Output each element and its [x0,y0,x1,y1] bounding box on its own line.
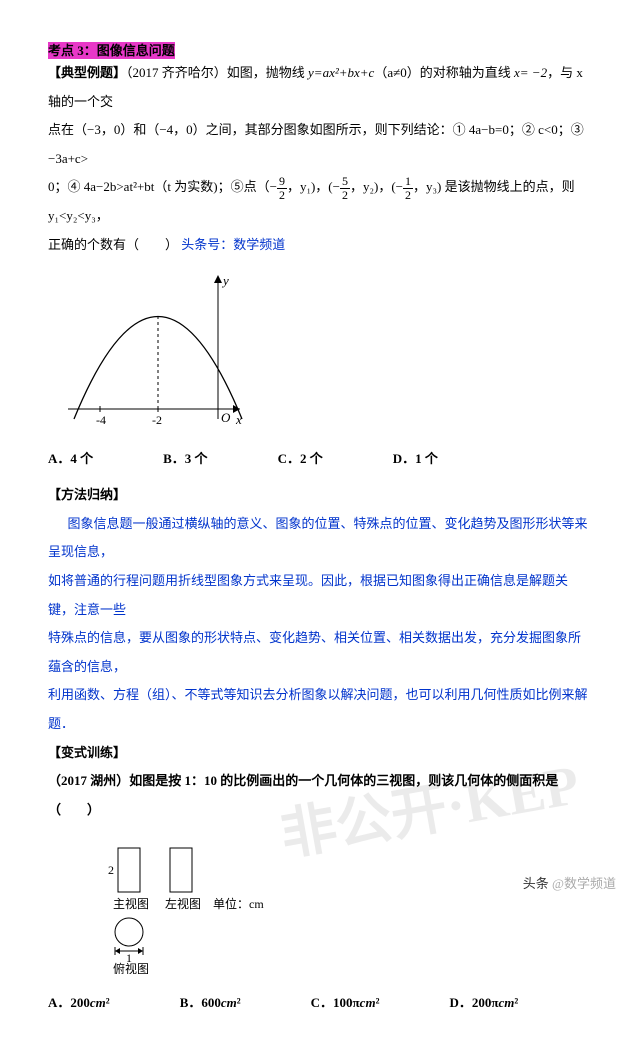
cond: （a≠0） [374,65,419,80]
variant-text: （2017 湖州）如图是按 1：10 的比例画出的一个几何体的三视图，则该几何体… [48,767,592,824]
choice-b-a[interactable]: A．200cm² [48,992,110,1011]
example-line1: 【典型例题】（2017 齐齐哈尔）如图，抛物线 y=ax²+bx+c（a≠0）的… [48,59,592,116]
frac-9-2: 92 [277,175,287,202]
p1: ，y₁)，(− [287,179,340,194]
parabola-diagram: -4 -2 y x O [68,269,592,438]
attrib-prefix: 头条 [523,876,549,891]
example-label: 【典型例题】 [48,65,126,80]
choices-a: A．4 个 B．3 个 C．2 个 D．1 个 [48,448,592,467]
choice-b-c[interactable]: C．100πcm² [311,992,380,1011]
l3a: 0；④ 4a−2b>at²+bt（t 为实数)；⑤点（− [48,179,277,194]
attrib-at: @数学频道 [552,876,616,891]
attribution: 头条 @数学频道 [523,873,620,892]
text-1: 的对称轴为直线 [420,65,514,80]
example-line4: 正确的个数有（ ） 头条号：数学频道 [48,231,592,260]
y-label: y [221,273,229,288]
credit-line: 头条号：数学频道 [181,237,285,252]
method-p3: 特殊点的信息，要从图象的形状特点、变化趋势、相关位置、相关数据出发，充分发掘图象… [48,624,592,681]
top-circle [115,918,143,946]
top-label: 俯视图 [113,961,149,974]
choices-b: A．200cm² B．600cm² C．100πcm² D．200πcm² [48,992,592,1011]
formula-1: y=ax²+bx+c [308,65,374,80]
label-m4: -4 [96,413,106,427]
choice-a-b[interactable]: B．3 个 [163,448,207,467]
front-label: 主视图 [113,896,149,911]
method-label: 【方法归纳】 [48,481,592,510]
variant-label: 【变式训练】 [48,739,592,768]
origin-label: O [221,410,231,425]
left-rect [170,848,192,892]
frac-5-2: 52 [340,175,350,202]
example-line2: 点在（−3，0）和（−4，0）之间，其部分图象如图所示，则下列结论：① 4a−b… [48,116,592,173]
section-title: 考点 3：图像信息问题 [48,40,592,59]
method-p2: 如将普通的行程问题用折线型图象方式来呈现。因此，根据已知图象得出正确信息是解题关… [48,567,592,624]
choice-b-d[interactable]: D．200πcm² [449,992,518,1011]
three-view-svg: 2 主视图 左视图 单位：cm 1 俯视图 [108,834,368,974]
section-title-text: 考点 3：图像信息问题 [48,42,175,59]
unit-label: 单位：cm [213,896,264,911]
y-arrow [214,275,222,283]
parabola-svg: -4 -2 y x O [68,269,248,434]
three-view-diagram: 2 主视图 左视图 单位：cm 1 俯视图 [108,834,592,978]
formula-2: x= −2 [514,65,547,80]
x-label: x [235,412,242,427]
dim-arrow-r [138,948,143,954]
example-line3: 0；④ 4a−2b>at²+bt（t 为实数)；⑤点（−92，y₁)，(−52，… [48,173,592,230]
parabola-curve [74,317,242,420]
front-dim: 2 [108,863,114,877]
choice-a-d[interactable]: D．1 个 [393,448,438,467]
dim-arrow-l [115,948,120,954]
choice-b-b[interactable]: B．600cm² [180,992,241,1011]
left-label: 左视图 [165,896,201,911]
choice-a-a[interactable]: A．4 个 [48,448,93,467]
frac-1-2: 12 [403,175,413,202]
method-p1: 图象信息题一般通过横纵轴的意义、图象的位置、特殊点的位置、变化趋势及图形形状等来… [48,510,592,567]
p2: ，y₂)，(− [350,179,403,194]
l4: 正确的个数有（ ） [48,237,178,252]
choice-a-c[interactable]: C．2 个 [278,448,323,467]
label-m2: -2 [152,413,162,427]
front-rect [118,848,140,892]
example-src: （2017 齐齐哈尔）如图，抛物线 [126,65,308,80]
method-p4: 利用函数、方程（组）、不等式等知识去分析图象以解决问题，也可以利用几何性质如比例… [48,681,592,738]
